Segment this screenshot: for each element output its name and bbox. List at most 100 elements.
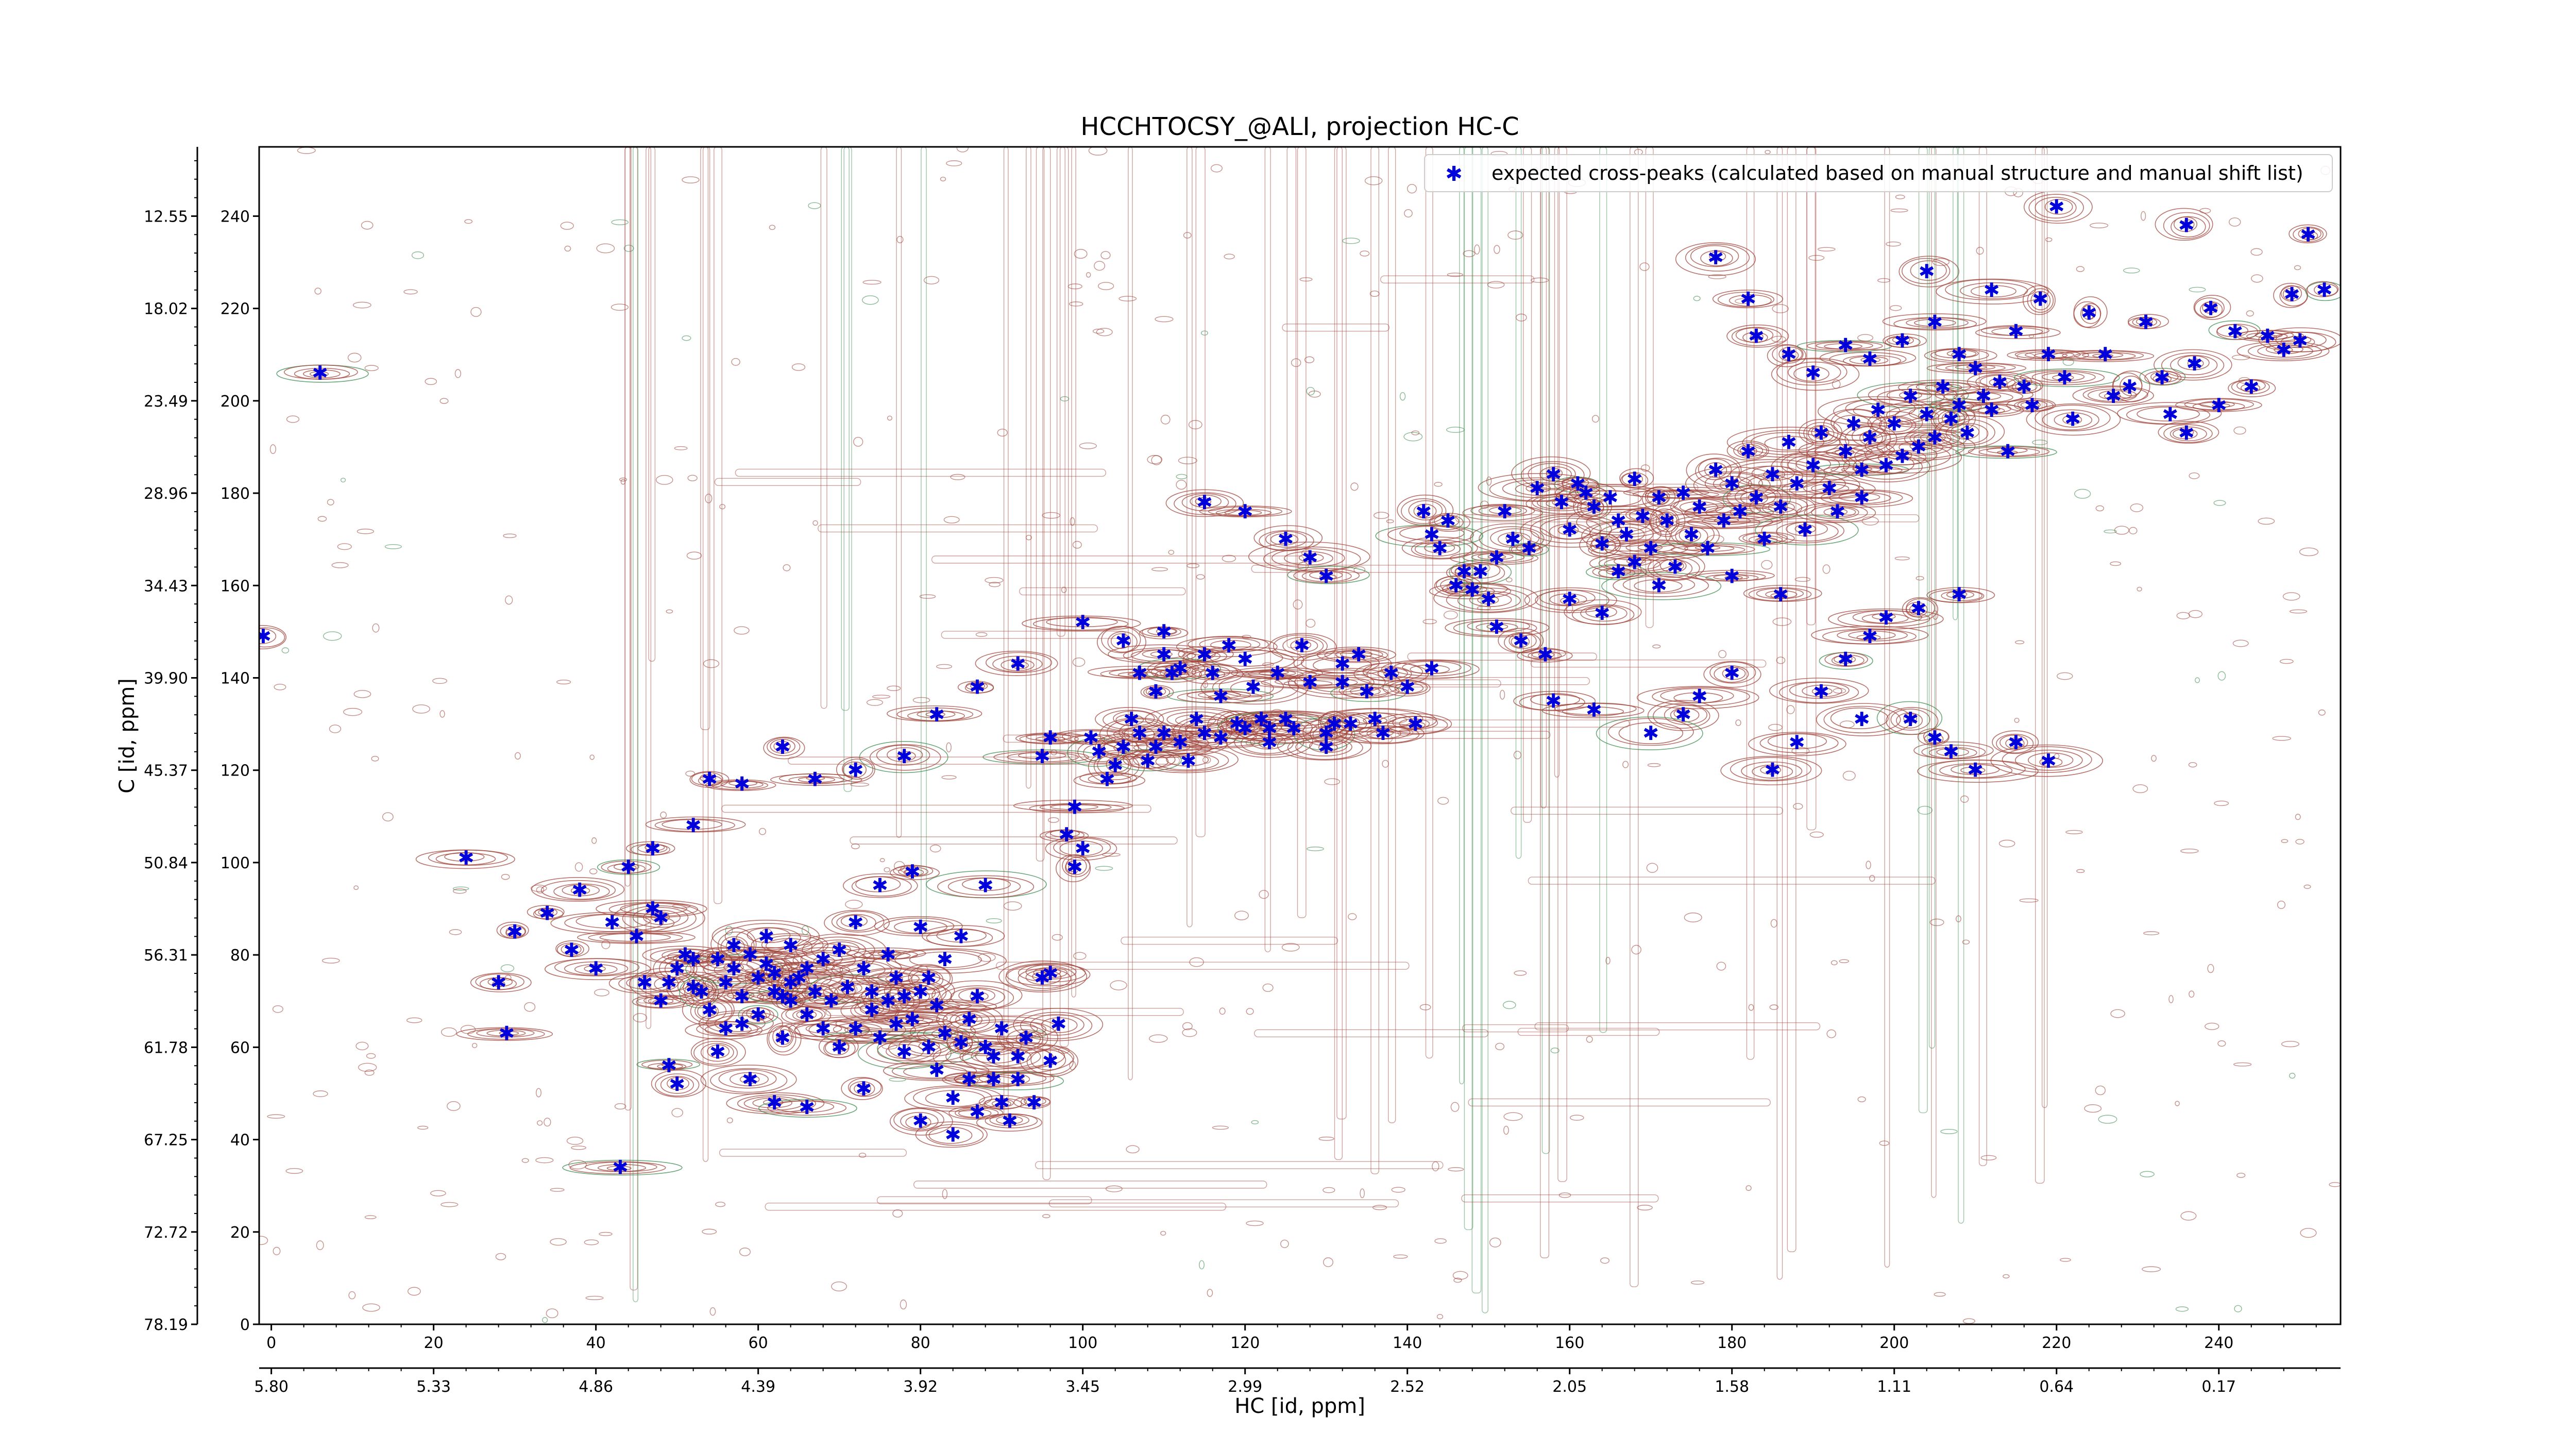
contour-ring [1015,1031,1041,1047]
contour-noise [1262,662,1274,667]
contour-noise [1094,261,1106,271]
contour-noise [1189,957,1204,967]
contour-noise [2189,287,2206,293]
contour-ring [1410,721,1426,729]
contour-streak [850,836,1178,845]
contour-ring [1903,713,1918,723]
contour-noise [1929,918,1944,926]
contour-noise [2199,208,2211,214]
contour-ring [1113,710,1155,727]
contour-noise [2098,1115,2117,1124]
contour-ring [577,931,696,944]
contour-ring [2039,757,2063,767]
peak-marker: ✱ [2259,325,2276,347]
peak-marker: ✱ [1894,329,1911,352]
contour-noise [614,1103,626,1110]
peak-marker: ✱ [1367,708,1383,731]
contour-ring [1921,745,1986,760]
contour-ring [534,907,558,917]
contour-noise [546,1308,558,1319]
peak-marker: ✱ [1707,246,1724,269]
contour-ring [761,935,824,955]
contour-noise [535,1157,554,1164]
peak-marker: ✱ [920,1036,937,1058]
contour-ring [1929,589,1985,603]
contour-noise [568,1160,587,1170]
contour-streak [825,1008,1184,1016]
contour-ring [2080,303,2102,324]
contour-ring [1509,543,1549,557]
contour-ring [866,1038,942,1065]
contour-ring [1073,772,1146,788]
contour-ring [1088,773,1131,784]
contour-ring [985,1113,1038,1128]
contour-streak [1511,806,1783,815]
contour-noise [715,1202,726,1207]
peak-marker: ✱ [2105,385,2122,408]
y-index-tick-label: 20 [230,1224,250,1242]
contour-ring [1924,348,1997,363]
peak-marker: ✱ [701,768,718,791]
contour-streak [696,985,858,994]
contour-ring [1828,608,1944,630]
contour-ring [1258,738,1277,749]
contour-ring [1735,327,1774,343]
peak-marker: ✱ [1675,703,1691,726]
contour-ring [1335,649,1383,660]
contour-ring [1742,332,1768,343]
peak-marker: ✱ [750,1004,767,1026]
contour-noise [1404,209,1413,217]
contour-ring [848,1077,882,1097]
contour-noise [2065,830,2083,834]
peak-marker: ✱ [1156,722,1172,745]
peak-marker: ✱ [1172,731,1189,754]
contour-ring [1670,498,1734,516]
contour-noise [1791,747,1810,755]
contour-ring [2044,199,2073,215]
contour-ring [2163,212,2210,239]
contour-noise [1262,983,1274,992]
contour-noise [1411,430,1420,435]
contour-streak [1087,731,1551,739]
contour-ring [1767,733,1827,749]
contour-ring [1810,489,1913,508]
peak-marker: ✱ [774,736,791,759]
peak-marker: ✱ [1180,750,1197,772]
peak-marker: ✱ [1359,680,1375,703]
contour-noise [1600,1257,1610,1264]
contour-noise [285,1168,303,1174]
contour-ring [1690,245,1739,267]
contour-noise [1199,1260,1205,1270]
contour-noise [521,1158,529,1163]
peak-marker: ✱ [863,999,880,1022]
x-ppm-tick-label: 2.99 [1228,1378,1262,1396]
contour-ring [1994,379,2008,386]
contour-ring [842,761,867,778]
contour-noise [272,1005,283,1013]
contour-noise [1495,1042,1505,1051]
contour-streak [913,1181,1267,1189]
contour-noise [1831,960,1838,966]
peak-marker: ✱ [1919,403,1935,426]
peak-marker: ✱ [2211,394,2227,417]
peak-marker: ✱ [1732,500,1749,523]
peak-marker: ✱ [1066,796,1083,818]
contour-ring [1999,735,2028,750]
y-ppm-axis: 78.1972.7267.2561.7856.3150.8445.3739.90… [144,147,198,1334]
peak-marker: ✱ [977,1036,994,1058]
contour-noise [1877,278,1891,283]
contour-streak [841,147,850,711]
contour-noise [1306,386,1315,396]
contour-noise [1151,455,1162,465]
x-index-tick-label: 240 [2204,1334,2233,1352]
contour-noise [382,812,394,821]
contour-noise [403,289,418,295]
peak-marker: ✱ [1862,348,1878,370]
contour-noise [687,475,698,481]
contour-ring [2143,321,2152,326]
contour-noise [1998,839,2015,848]
peak-marker: ✱ [628,925,645,948]
contour-ring [2020,401,2041,409]
peak-marker: ✱ [1172,658,1189,680]
contour-ring [1199,506,1292,517]
